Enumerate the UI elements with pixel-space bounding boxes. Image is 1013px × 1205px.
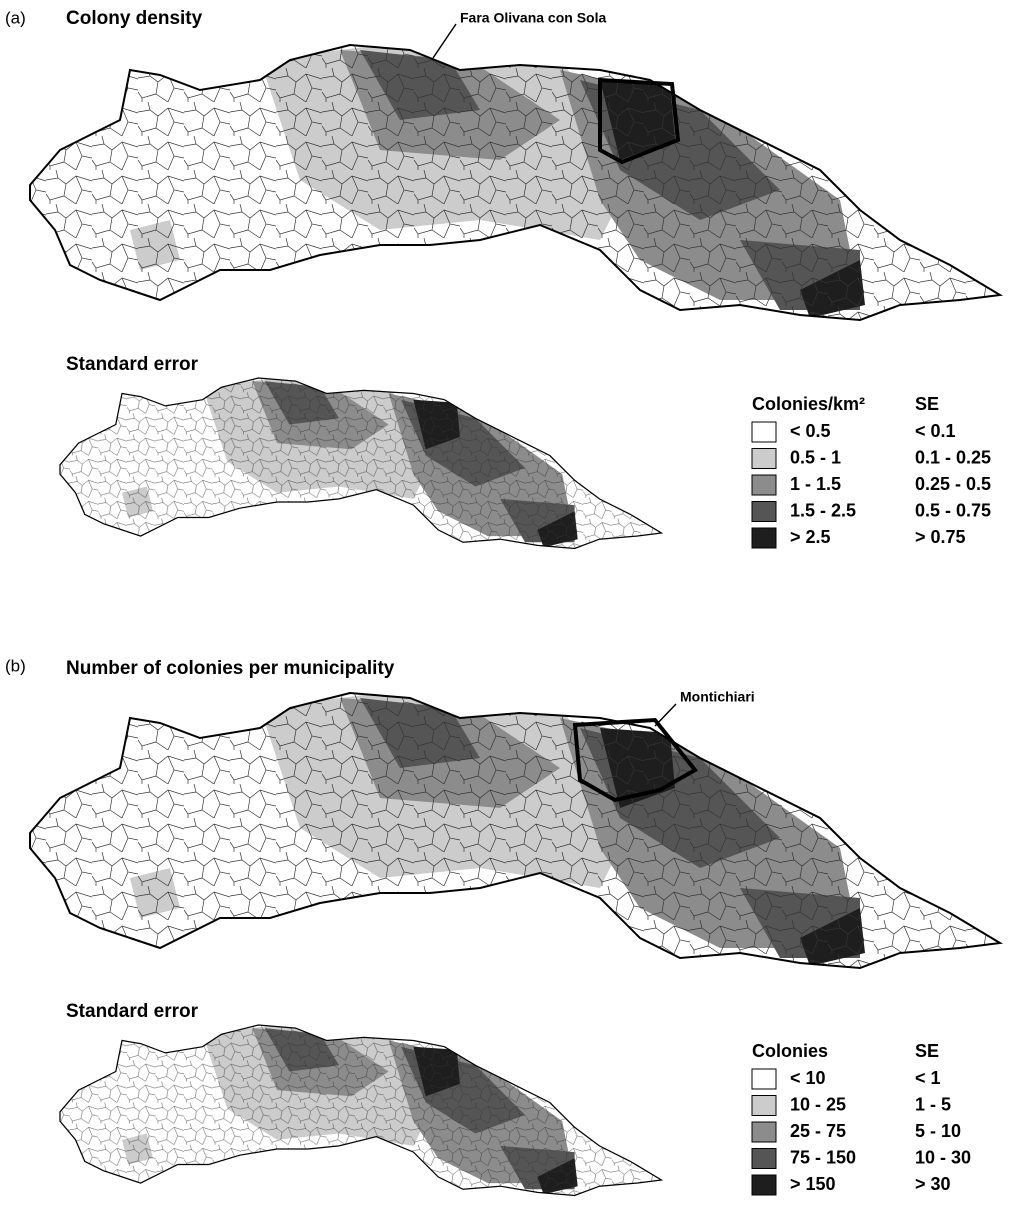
legend-label: > 2.5: [790, 527, 831, 547]
legend-swatch: [752, 1096, 776, 1116]
legend-se-label: 0.1 - 0.25: [915, 447, 991, 467]
legend-swatch: [752, 1175, 776, 1195]
legend: Colonies SE < 10 < 1 10 - 25 1 - 5 25 - 75 5 - …: [752, 1041, 971, 1195]
annotation: Montichiari: [680, 689, 755, 705]
legend-label: 10 - 25: [790, 1094, 846, 1114]
legend-se-label: 1 - 5: [915, 1094, 951, 1114]
legend-se-header: SE: [915, 1041, 939, 1061]
legend-se-label: 5 - 10: [915, 1121, 961, 1141]
density-map: [0, 0, 1013, 340]
legend-label: 1 - 1.5: [790, 474, 841, 494]
legend-se-label: 10 - 30: [915, 1147, 971, 1167]
legend-label: 0.5 - 1: [790, 447, 841, 467]
se-title: Standard error: [66, 1001, 199, 1022]
legend-header: Colonies: [752, 1041, 828, 1061]
legend-swatch: [752, 502, 776, 522]
legend-label: 75 - 150: [790, 1147, 856, 1167]
legend-swatch: [752, 449, 776, 469]
legend-label: > 150: [790, 1174, 836, 1194]
legend-se-label: > 0.75: [915, 527, 966, 547]
legend-se-label: > 30: [915, 1174, 951, 1194]
legend-swatch: [752, 1122, 776, 1142]
panel-a: (a) Colony density Fara Olivana con Sola…: [0, 0, 1013, 561]
panel-b: (b) Number of colonies per municipality …: [0, 648, 1013, 1205]
legend: Colonies/km² SE < 0.5 < 0.1 0.5 - 1 0.1 - 0.2…: [752, 394, 991, 548]
se-map: [41, 997, 669, 1205]
legend-swatch: [752, 422, 776, 442]
legend-se-label: 0.5 - 0.75: [915, 500, 991, 520]
legend-label: 1.5 - 2.5: [790, 500, 856, 520]
legend-se-label: < 1: [915, 1068, 941, 1088]
legend-swatch: [752, 1069, 776, 1089]
se-map: [41, 350, 669, 561]
panel-title: Number of colonies per municipality: [66, 658, 395, 679]
annotation: Fara Olivana con Sola: [460, 10, 606, 26]
legend-swatch: [752, 475, 776, 495]
panel-label: (a): [5, 8, 26, 27]
legend-swatch: [752, 1149, 776, 1169]
panel-label: (b): [5, 656, 26, 675]
legend-label: < 0.5: [790, 421, 831, 441]
legend-se-label: < 0.1: [915, 421, 956, 441]
legend-label: 25 - 75: [790, 1121, 846, 1141]
figure: (a) Colony density Fara Olivana con Sola…: [0, 0, 1013, 1205]
panel-title: Colony density: [66, 8, 203, 29]
legend-label: < 10: [790, 1068, 826, 1088]
legend-header: Colonies/km²: [752, 394, 865, 414]
se-title: Standard error: [66, 354, 199, 375]
count-map: [0, 648, 1013, 988]
legend-se-label: 0.25 - 0.5: [915, 474, 991, 494]
leader-line: [433, 24, 456, 58]
legend-swatch: [752, 528, 776, 548]
legend-se-header: SE: [915, 394, 939, 414]
